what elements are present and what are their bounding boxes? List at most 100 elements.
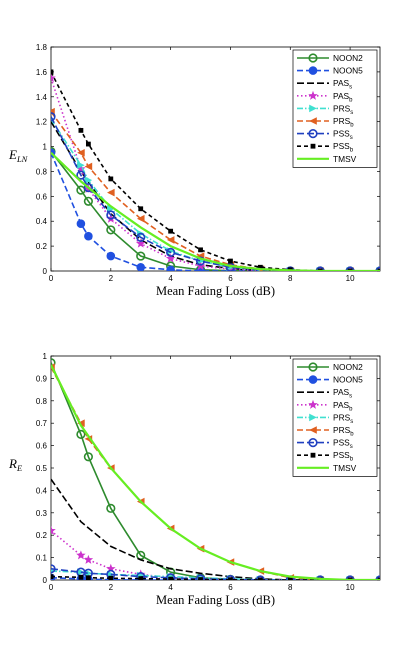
data-marker [106, 251, 116, 261]
data-marker [168, 576, 174, 580]
data-marker [166, 247, 176, 257]
legend-label-main: PAS [333, 387, 350, 397]
legend-entry: PRSb [297, 425, 354, 438]
legend-label-main: PAS [333, 91, 350, 101]
data-marker [83, 452, 93, 462]
x-tick-label: 2 [109, 583, 114, 592]
series-line [51, 364, 380, 580]
x-axis-label: Mean Fading Loss (dB) [156, 284, 275, 298]
legend-label-sub: s [350, 419, 353, 425]
x-tick-label: 2 [109, 274, 114, 283]
data-marker [108, 575, 114, 580]
data-marker [309, 104, 317, 113]
data-marker [76, 170, 86, 180]
legend-label: PSSb [333, 141, 354, 154]
data-marker [106, 225, 116, 235]
data-marker [51, 525, 56, 535]
y-tick-label: 0.9 [36, 374, 48, 383]
series-line [51, 151, 380, 271]
legend-label-main: PRS [333, 425, 351, 435]
data-marker [108, 176, 114, 182]
series-tmsv [51, 364, 380, 580]
data-marker [287, 267, 293, 271]
data-marker [377, 268, 380, 271]
legend-label-sub: s [349, 394, 352, 400]
y-tick-label: 0.8 [36, 397, 48, 406]
data-marker [308, 53, 318, 63]
data-marker [198, 247, 203, 253]
data-marker [76, 163, 86, 173]
y-tick-label: 0.2 [36, 242, 48, 251]
y-tick-label: 0.4 [36, 486, 48, 495]
data-marker [309, 413, 317, 422]
data-marker [196, 266, 205, 271]
data-marker [285, 266, 295, 271]
x-tick-label: 10 [346, 583, 355, 592]
legend-label: NOON5 [333, 66, 363, 76]
y-tick-label: 0.3 [36, 509, 48, 518]
legend-label-main: PRS [333, 103, 351, 113]
y-axis-label: RE [8, 456, 23, 473]
data-marker [85, 575, 91, 580]
data-marker [136, 214, 145, 223]
data-marker [310, 452, 316, 458]
legend-label: PRSb [333, 116, 354, 129]
legend-label: PASs [333, 78, 352, 91]
legend-label-main: PRS [333, 116, 351, 126]
legend-label: NOON2 [333, 362, 363, 372]
y-tick-label: 1 [43, 143, 48, 152]
data-marker [309, 426, 317, 434]
legend-label-main: PAS [333, 78, 350, 88]
legend-entry: PSSs [297, 438, 353, 450]
series-tmsv [51, 151, 380, 271]
legend-entry: PRSb [297, 116, 354, 129]
data-marker [136, 232, 146, 242]
chart-2: 0 2 4 6 8 10 0 0.1 0.2 0.3 0.4 0.5 0.6 0.7 0.8 0.9 1 Mean… [8, 352, 381, 607]
legend-label: PRSs [333, 412, 353, 425]
x-tick-label: 0 [49, 274, 54, 283]
y-axis-label-sub: LN [16, 154, 29, 164]
y-axis-label-main: R [8, 456, 17, 471]
legend-label-sub: b [349, 97, 353, 103]
legend-entry: NOON5 [297, 66, 363, 76]
legend-entry: PSSb [297, 141, 354, 154]
data-marker [308, 66, 318, 75]
legend-label-main: TMSV [333, 154, 357, 164]
data-marker [228, 577, 233, 580]
data-marker [77, 148, 85, 157]
data-marker [168, 228, 174, 234]
series-pssb [51, 69, 380, 271]
legend-label: PRSs [333, 103, 353, 116]
data-marker [106, 503, 116, 513]
data-marker [315, 575, 325, 580]
y-tick-label: 0.8 [36, 167, 48, 176]
data-marker [308, 438, 318, 448]
data-marker [136, 262, 146, 271]
y-axis-label-sub: E [16, 463, 23, 473]
data-marker [287, 577, 293, 580]
data-marker [76, 550, 86, 560]
legend-label: PASb [333, 400, 353, 413]
legend-label-main: PSS [333, 141, 350, 151]
y-tick-label: 1.6 [36, 68, 48, 77]
y-tick-label: 0.6 [36, 442, 48, 451]
data-marker [308, 362, 318, 372]
legend-label: PASb [333, 91, 353, 104]
data-marker [84, 569, 93, 578]
legend-entry: NOON2 [297, 53, 363, 63]
data-marker [345, 266, 355, 271]
data-marker [77, 161, 85, 170]
legend-label-sub: b [349, 406, 353, 412]
legend-label-sub: b [350, 148, 354, 154]
data-marker [345, 575, 355, 580]
data-marker [51, 112, 56, 122]
legend-label-main: NOON2 [333, 53, 363, 63]
y-tick-label: 0 [43, 267, 48, 276]
data-marker [138, 206, 144, 212]
data-marker [347, 268, 353, 271]
legend-box [292, 49, 378, 168]
legend-label-sub: s [350, 135, 353, 141]
data-marker [317, 268, 323, 271]
